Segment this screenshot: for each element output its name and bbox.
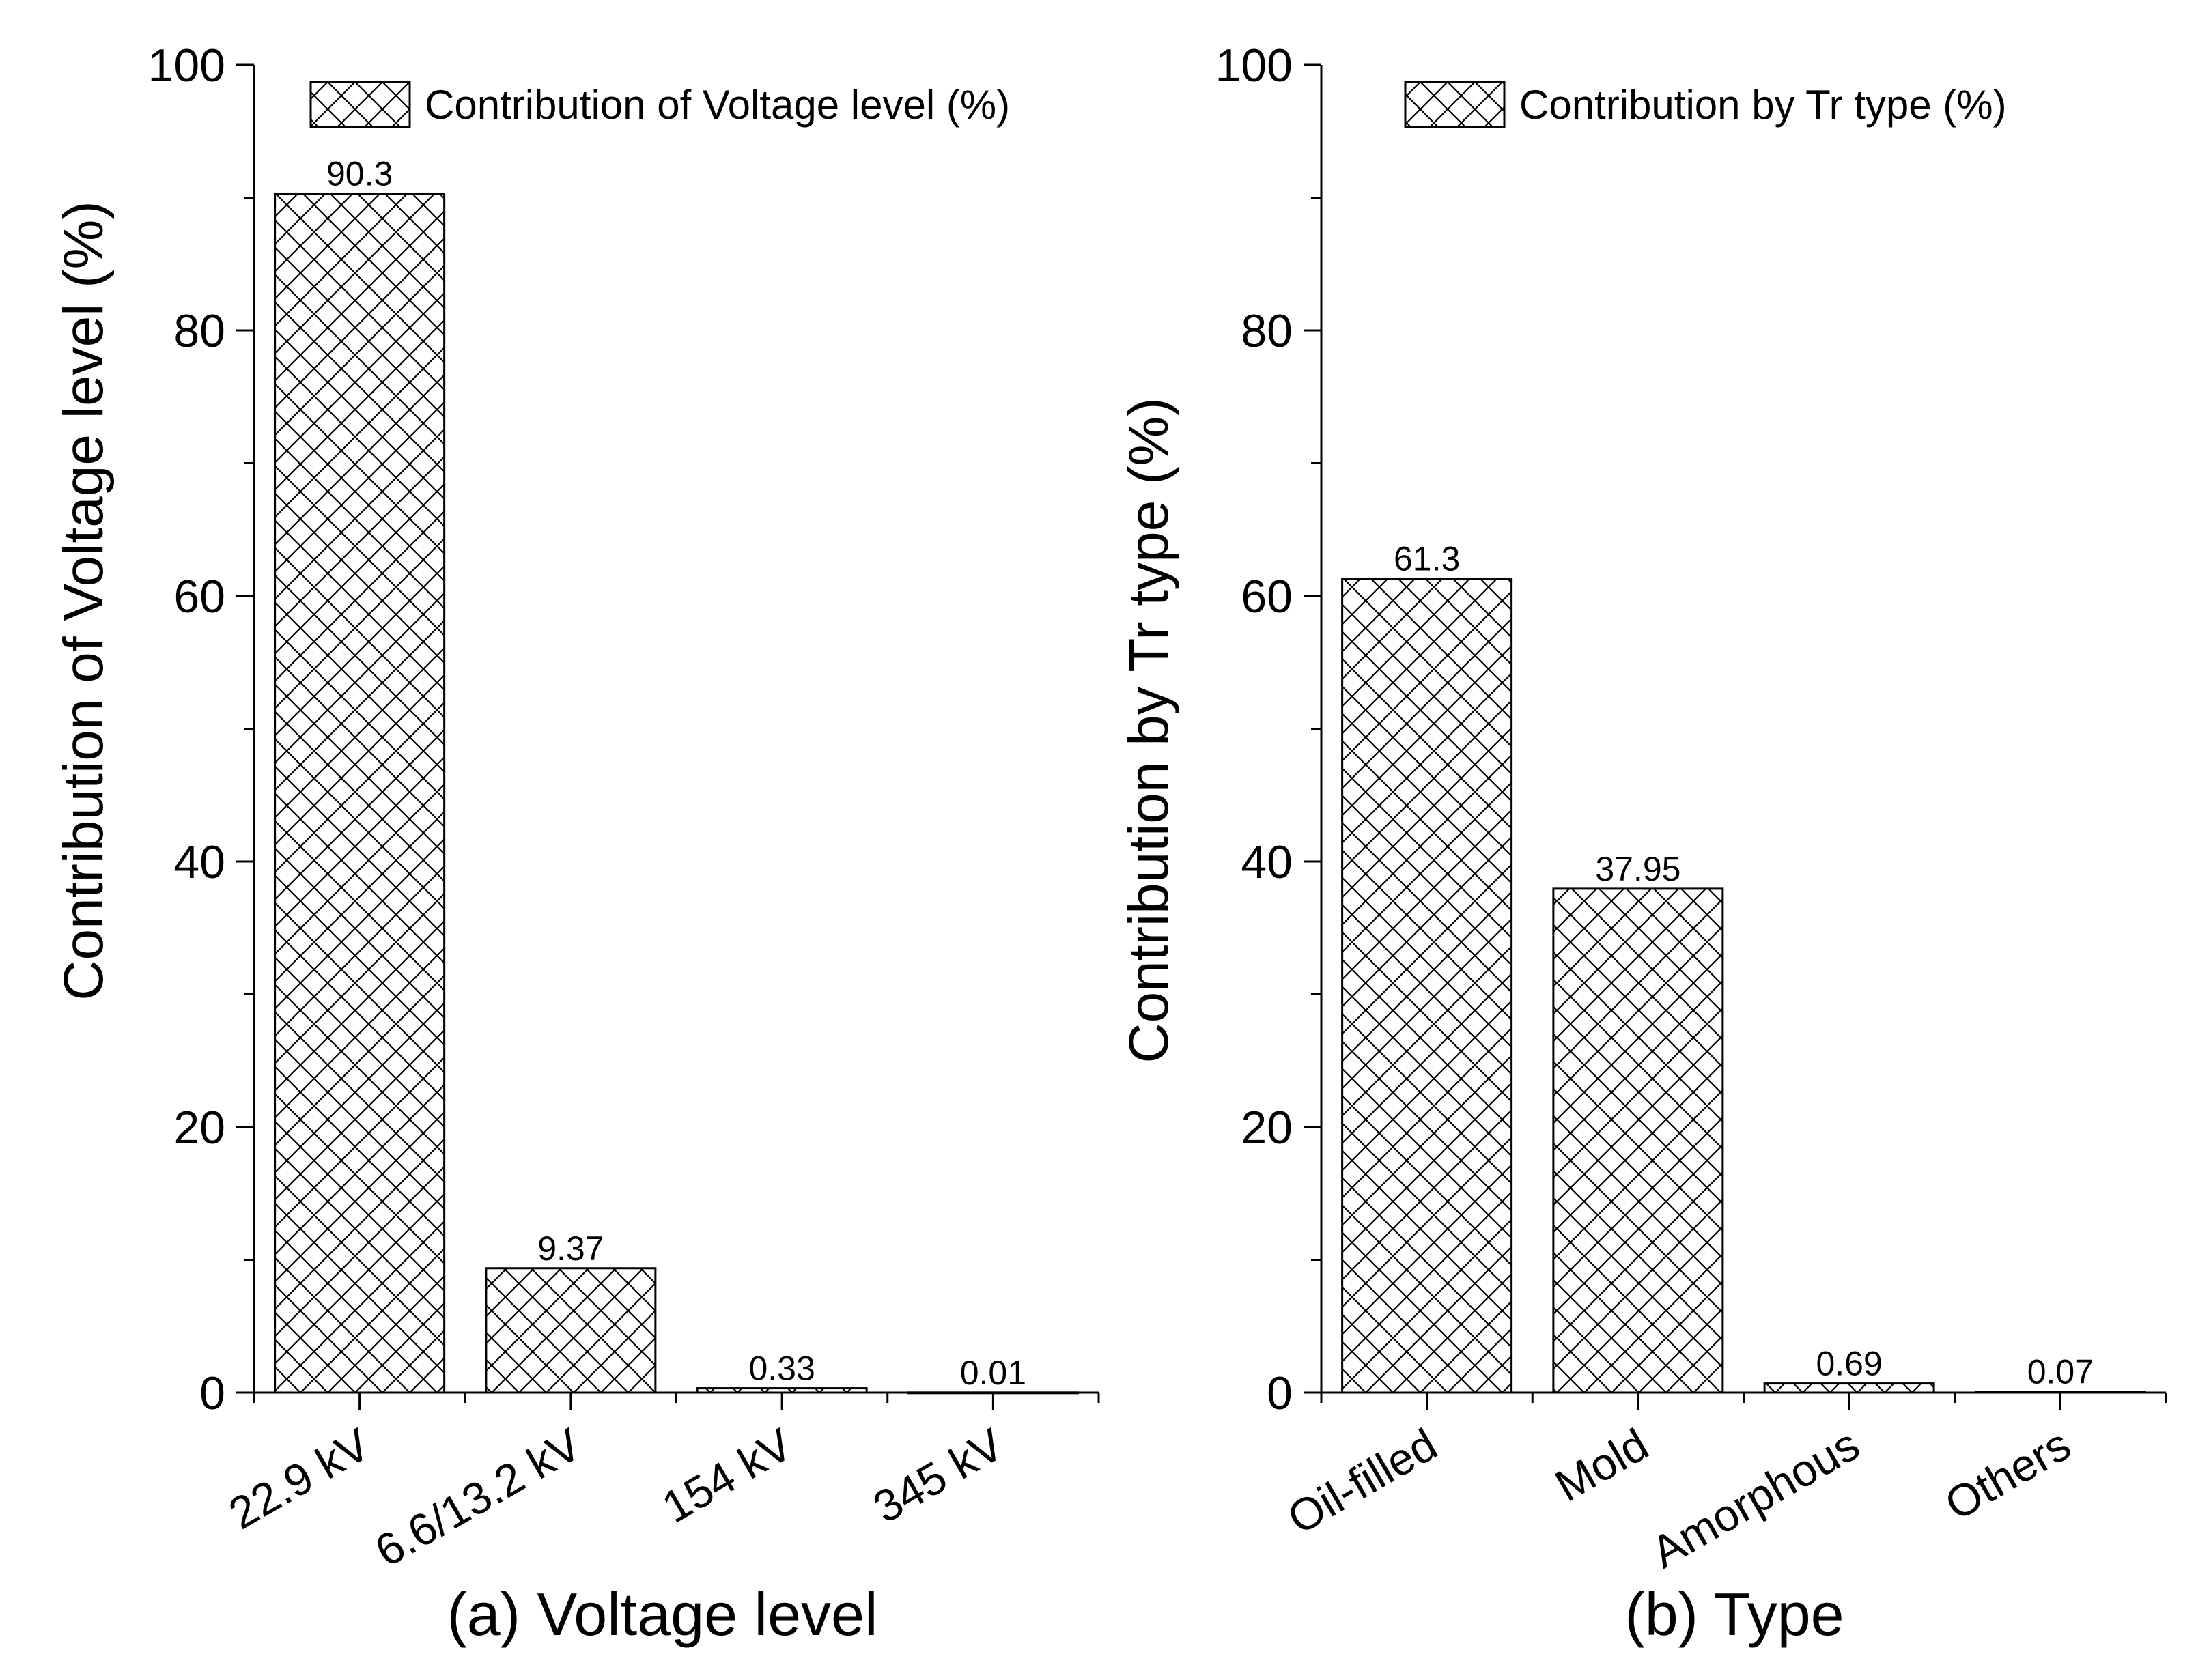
y-tick-label: 40 [173,836,225,888]
x-tick-label-oil-filled: Oil-filled [1279,1419,1445,1543]
legend-label-voltage: Contribution of Voltage level (%) [425,82,1010,128]
data-label-6-6-13-2-kv: 9.37 [537,1229,604,1268]
bar-154-kv [696,1387,868,1394]
x-tick-label-6-6-13-2-kv: 6.6/13.2 kV [367,1419,589,1576]
y-tick-label: 0 [199,1367,225,1419]
y-tick-label: 20 [173,1102,225,1154]
data-label-mold: 37.95 [1595,850,1680,888]
x-tick-label-22-9-kv: 22.9 kV [221,1419,378,1539]
bar-oil-filled [1341,578,1513,1394]
bar-mold [1552,887,1724,1394]
x-axis-title-voltage: (a) Voltage level [447,1580,877,1648]
y-axis-title-voltage: Contribution of Voltage level (%) [53,201,115,1000]
bars-voltage-level [274,193,1079,1395]
x-tick-label-amorphous: Amorphous [1643,1419,1868,1578]
data-label-345-kv: 0.01 [960,1354,1026,1392]
data-label-amorphous: 0.69 [1816,1345,1882,1383]
data-label-oil-filled: 61.3 [1394,540,1460,578]
y-tick-label: 80 [1241,305,1293,357]
data-labels-transformer-type: 61.3 37.95 0.69 0.07 [1394,540,2094,1391]
y-tick-label: 60 [1241,571,1293,623]
legend-transformer-type: Contribution by Tr type (%) [1404,81,2007,128]
y-tick-label: 20 [1241,1102,1293,1154]
data-label-22-9-kv: 90.3 [326,155,393,193]
legend-label-type: Contribution by Tr type (%) [1519,82,2007,128]
bar-22-9-kv [274,193,446,1394]
y-tick-label: 100 [1215,40,1293,91]
y-axis-title-type: Contribution by Tr type (%) [1118,397,1180,1063]
data-label-154-kv: 0.33 [748,1350,815,1388]
legend-swatch-type [1404,81,1506,128]
bars-transformer-type [1341,578,2146,1394]
y-tick-label: 80 [173,305,225,357]
legend-swatch-voltage [309,81,411,128]
bar-6-6-13-2-kv [485,1267,657,1394]
y-tick-label: 60 [173,571,225,623]
x-tick-label-345-kv: 345 kV [864,1419,1011,1533]
y-tick-label: 100 [148,40,225,91]
data-labels-voltage-level: 90.3 9.37 0.33 0.01 [326,155,1026,1392]
x-tick-label-154-kv: 154 kV [653,1419,800,1533]
bar-amorphous [1763,1382,1935,1394]
legend-voltage-level: Contribution of Voltage level (%) [309,81,1010,128]
y-tick-label: 40 [1241,836,1293,888]
chart-voltage-level: 0 20 40 60 80 100 22.9 kV6.6/13.2 kV 154 kV 345 … [53,40,1100,1648]
y-tick-label: 0 [1267,1367,1293,1419]
data-label-others: 0.07 [2027,1353,2094,1391]
x-axis-title-type: (b) Type [1624,1580,1844,1648]
bar-others [1974,1391,2146,1394]
x-tick-label-others: Others [1937,1419,2079,1530]
x-tick-label-mold: Mold [1547,1419,1657,1511]
